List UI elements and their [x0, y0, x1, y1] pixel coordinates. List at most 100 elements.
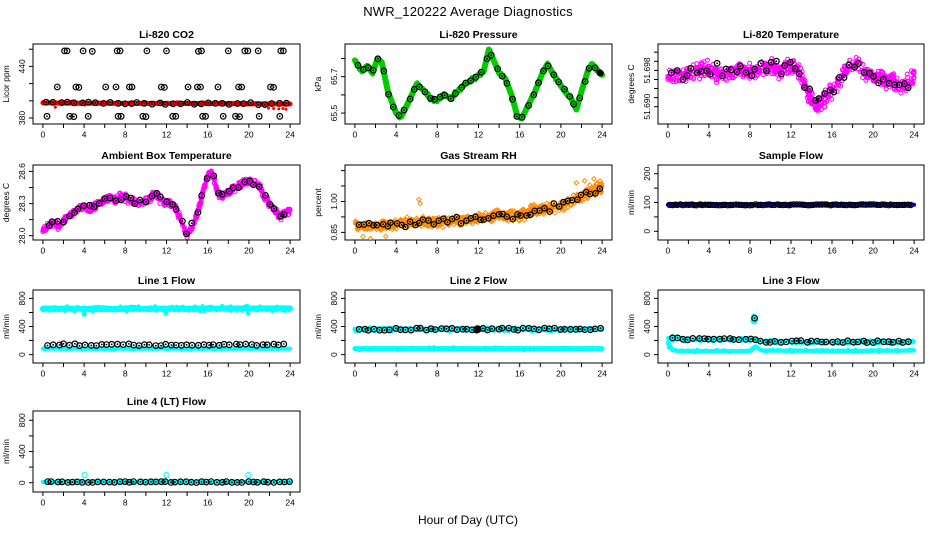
series-line2-solid-point [473, 325, 482, 334]
x-tick-label: 20 [244, 246, 254, 256]
y-tick-label: 100 [642, 195, 652, 209]
x-tick-label: 20 [868, 130, 878, 140]
plot-box [32, 289, 301, 364]
series-cal-gas-high [61, 47, 287, 55]
y-tick-label: 28.6 [17, 163, 27, 180]
series-cal-gas-low [43, 112, 284, 121]
series-co2-samples [40, 99, 293, 107]
y-tick-label: 51.698 [642, 57, 652, 83]
y-tick-label: 1.00 [329, 193, 339, 210]
x-tick-label: 0 [41, 369, 46, 379]
y-tick-label: 800 [642, 291, 652, 305]
series-line1-dips [81, 310, 251, 317]
x-tick-label: 20 [244, 130, 254, 140]
panel-title: Line 2 Flow [450, 275, 508, 287]
x-tick-label: 12 [474, 130, 484, 140]
y-tick-label: 200 [642, 166, 652, 180]
series-line1-samples-high [39, 304, 294, 314]
x-tick-label: 12 [474, 246, 484, 256]
series-sampleflow-medians [666, 201, 915, 209]
x-tick-label: 16 [827, 246, 837, 256]
y-tick-label: 0 [642, 352, 652, 357]
panel-title: Line 4 (LT) Flow [127, 396, 207, 408]
x-tick-label: 24 [285, 130, 295, 140]
x-tick-label: 16 [515, 130, 525, 140]
y-tick-label: 51.690 [642, 93, 652, 119]
panel-ambient-box-temperature: 0 4 8 12 16 20 24 28.6 28.3 28.0 Ambient Box Tempe… [1, 150, 301, 256]
x-tick-label: 12 [162, 130, 172, 140]
x-tick-label: 0 [41, 130, 46, 140]
series-line3-medians [669, 334, 912, 347]
series-rh-samples [352, 180, 605, 234]
x-tick-label: 4 [394, 130, 399, 140]
series-boxtemp-medians [45, 172, 288, 238]
y-axis-name: percent [313, 188, 323, 217]
panel-title: Li-820 CO2 [139, 29, 194, 41]
panel-li820-temperature: 0 4 8 12 16 20 24 51.698 51.690 Li-820 Temperatur… [626, 29, 925, 140]
x-tick-label: 16 [827, 369, 837, 379]
x-tick-label: 24 [909, 130, 919, 140]
x-tick-label: 12 [786, 130, 796, 140]
x-tick-label: 4 [707, 246, 712, 256]
panel-line4-lt-flow: 0 4 8 12 16 20 24 800 400 0 Line 4 (LT) Flow ml/min [1, 396, 301, 508]
x-tick-label: 0 [666, 246, 671, 256]
x-tick-label: 20 [868, 246, 878, 256]
x-tick-label: 4 [707, 369, 712, 379]
y-tick-label: 380 [17, 111, 27, 125]
x-tick-label: 12 [162, 246, 172, 256]
series-line1-samples-low [40, 345, 293, 352]
x-tick-label: 20 [556, 369, 566, 379]
y-axis-name: Licor ppm [1, 65, 11, 102]
x-tick-label: 16 [515, 369, 525, 379]
x-tick-label: 12 [786, 246, 796, 256]
x-tick-label: 8 [123, 130, 128, 140]
series-co2-medians [42, 98, 290, 109]
x-tick-label: 8 [748, 130, 753, 140]
x-tick-label: 20 [556, 246, 566, 256]
x-tick-label: 16 [203, 130, 213, 140]
x-tick-label: 16 [515, 246, 525, 256]
x-tick-label: 12 [786, 369, 796, 379]
x-tick-label: 20 [244, 369, 254, 379]
x-tick-label: 0 [353, 246, 358, 256]
y-tick-label: 28.3 [17, 195, 27, 212]
x-tick-label: 8 [435, 369, 440, 379]
panel-title: Ambient Box Temperature [101, 150, 232, 162]
panel-li820-co2: 0 4 8 12 16 20 24 440 380 Li-820 CO2 Licor ppm [1, 29, 301, 140]
y-axis-name: ml/min [1, 314, 11, 339]
x-tick-label: 0 [353, 130, 358, 140]
x-tick-label: 24 [597, 130, 607, 140]
series-line2-samples-low [352, 345, 605, 353]
y-tick-label: 65.5 [329, 105, 339, 122]
y-axis-name: ml/min [626, 314, 636, 339]
y-tick-label: 0 [17, 480, 27, 485]
x-tick-label: 4 [82, 369, 87, 379]
panel-gas-stream-rh: 0 4 8 12 16 20 24 1.00 0.85 Gas Stream RH percent [313, 150, 613, 256]
x-tick-label: 0 [666, 130, 671, 140]
y-tick-label: 28.0 [17, 227, 27, 244]
x-tick-label: 24 [597, 369, 607, 379]
panel-title: Sample Flow [759, 150, 824, 162]
x-tick-label: 12 [474, 369, 484, 379]
series-line3-start-smear [666, 335, 672, 350]
y-tick-label: 65.7 [329, 68, 339, 85]
x-tick-label: 8 [748, 246, 753, 256]
x-tick-label: 8 [435, 130, 440, 140]
x-axis-title: Hour of Day (UTC) [417, 513, 518, 527]
series-pressure-medians [354, 51, 604, 121]
panel-title: Line 1 Flow [138, 275, 196, 287]
x-tick-label: 4 [82, 246, 87, 256]
x-tick-label: 0 [666, 369, 671, 379]
series-co2-low-outliers [53, 105, 288, 111]
y-tick-label: 0 [17, 352, 27, 357]
series-temperature-samples [665, 55, 917, 114]
y-tick-label: 800 [329, 291, 339, 305]
panel-li820-pressure: 0 4 8 12 16 20 24 65.7 65.5 Li-820 Pressure kPa [313, 29, 613, 140]
x-tick-label: 16 [203, 246, 213, 256]
series-line2-medians [355, 324, 604, 334]
x-tick-label: 20 [244, 498, 254, 508]
y-tick-label: 440 [17, 59, 27, 73]
series-rh-outliers [360, 175, 605, 240]
series-line3-samples-low [665, 341, 917, 355]
x-tick-label: 24 [285, 369, 295, 379]
